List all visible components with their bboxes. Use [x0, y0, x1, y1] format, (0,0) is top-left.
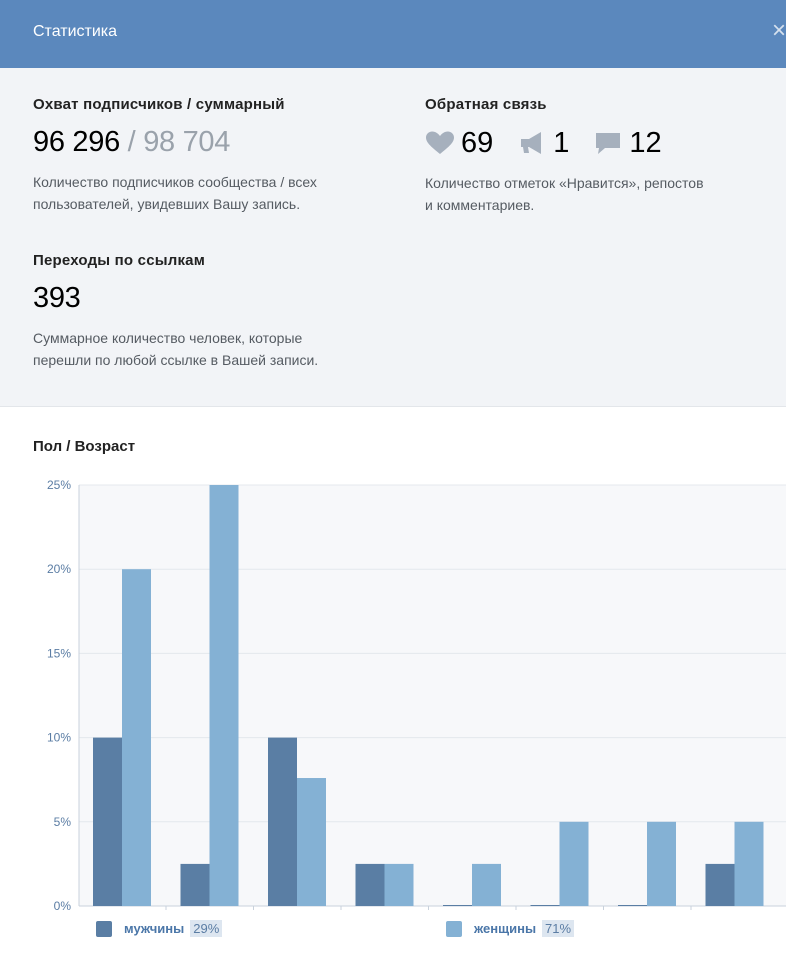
feedback-description-line: и комментариев. — [425, 197, 535, 213]
gender-age-chart: 0%5%10%15%20%25%до 18от 18 до 21от 21 до… — [47, 478, 786, 910]
legend-male-swatch — [96, 920, 112, 937]
megaphone-icon — [521, 132, 542, 154]
reach-separator: / — [119, 126, 144, 158]
likes-counter[interactable]: 69 — [425, 127, 493, 160]
bar-male — [530, 905, 560, 906]
bar-male — [618, 905, 647, 906]
links-title: Переходы по ссылкам — [33, 252, 206, 269]
legend-female-swatch — [446, 920, 462, 937]
close-icon[interactable]: × — [772, 17, 786, 44]
legend-male-pct: 29% — [190, 920, 223, 937]
y-tick-label: 20% — [47, 562, 71, 576]
reach-description: Количество подписчиков сообщества / всех… — [33, 171, 403, 215]
dialog-title: Статистика — [33, 23, 118, 40]
legend-female-label: женщины — [474, 921, 537, 936]
bar-male — [443, 905, 472, 906]
bar-female — [209, 485, 239, 906]
likes-count: 69 — [461, 126, 494, 159]
links-description-line: перешли по любой ссылке в Вашей записи. — [33, 352, 319, 368]
links-value: 393 — [33, 282, 81, 314]
bar-female — [647, 821, 676, 906]
comments-counter[interactable]: 12 — [593, 126, 662, 160]
y-tick-label: 5% — [54, 815, 72, 829]
bar-female — [384, 863, 414, 906]
bar-female — [297, 778, 326, 906]
links-description-line: Суммарное количество человек, которые — [33, 330, 303, 346]
y-tick-label: 0% — [54, 899, 72, 910]
bar-female — [734, 821, 764, 906]
reach-subscribers: 96 296 — [33, 126, 120, 158]
reposts-counter[interactable]: 1 — [517, 127, 569, 160]
reach-title: Охват подписчиков / суммарный — [33, 96, 285, 113]
feedback-description: Количество отметок «Нравится», репостов … — [425, 172, 785, 216]
bar-female — [472, 863, 501, 906]
bar-male — [705, 863, 735, 906]
legend-male-label: мужчины — [124, 921, 185, 936]
feedback-counters: 69 1 12 — [425, 126, 785, 160]
reposts-count: 1 — [553, 126, 570, 159]
legend-female-pct: 71% — [542, 920, 575, 937]
bar-female — [559, 821, 589, 906]
comments-count: 12 — [629, 126, 662, 159]
plot-area — [79, 485, 786, 906]
reach-description-line: Количество подписчиков сообщества / всех — [33, 174, 317, 190]
dialog-header: Статистика × — [0, 0, 786, 68]
bar-male — [268, 737, 297, 906]
feedback-title: Обратная связь — [425, 96, 547, 113]
reach-block: Охват подписчиков / суммарный 96 296 / 9… — [33, 96, 403, 215]
legend-male[interactable]: мужчины 29% — [96, 920, 223, 937]
y-tick-label: 15% — [47, 646, 71, 660]
stats-panel: Охват подписчиков / суммарный 96 296 / 9… — [0, 68, 786, 407]
reach-value: 96 296 / 98 704 — [33, 126, 403, 159]
reach-description-line: пользователей, увидевших Вашу запись. — [33, 196, 301, 212]
bar-male — [93, 737, 122, 906]
y-tick-label: 25% — [47, 478, 71, 492]
chart-section-title: Пол / Возраст — [33, 438, 136, 455]
comment-icon — [596, 133, 621, 154]
y-tick-label: 10% — [47, 731, 71, 745]
feedback-block: Обратная связь 69 1 12 Кол — [425, 96, 785, 216]
heart-icon — [426, 131, 454, 154]
links-description: Суммарное количество человек, которые пе… — [33, 327, 403, 371]
legend-female[interactable]: женщины 71% — [446, 920, 575, 937]
links-block: Переходы по ссылкам 393 Суммарное количе… — [33, 252, 403, 371]
reach-total: 98 704 — [143, 126, 231, 158]
bar-male — [180, 863, 210, 906]
bar-male — [355, 863, 385, 906]
bar-female — [122, 569, 151, 906]
feedback-description-line: Количество отметок «Нравится», репостов — [425, 175, 704, 191]
